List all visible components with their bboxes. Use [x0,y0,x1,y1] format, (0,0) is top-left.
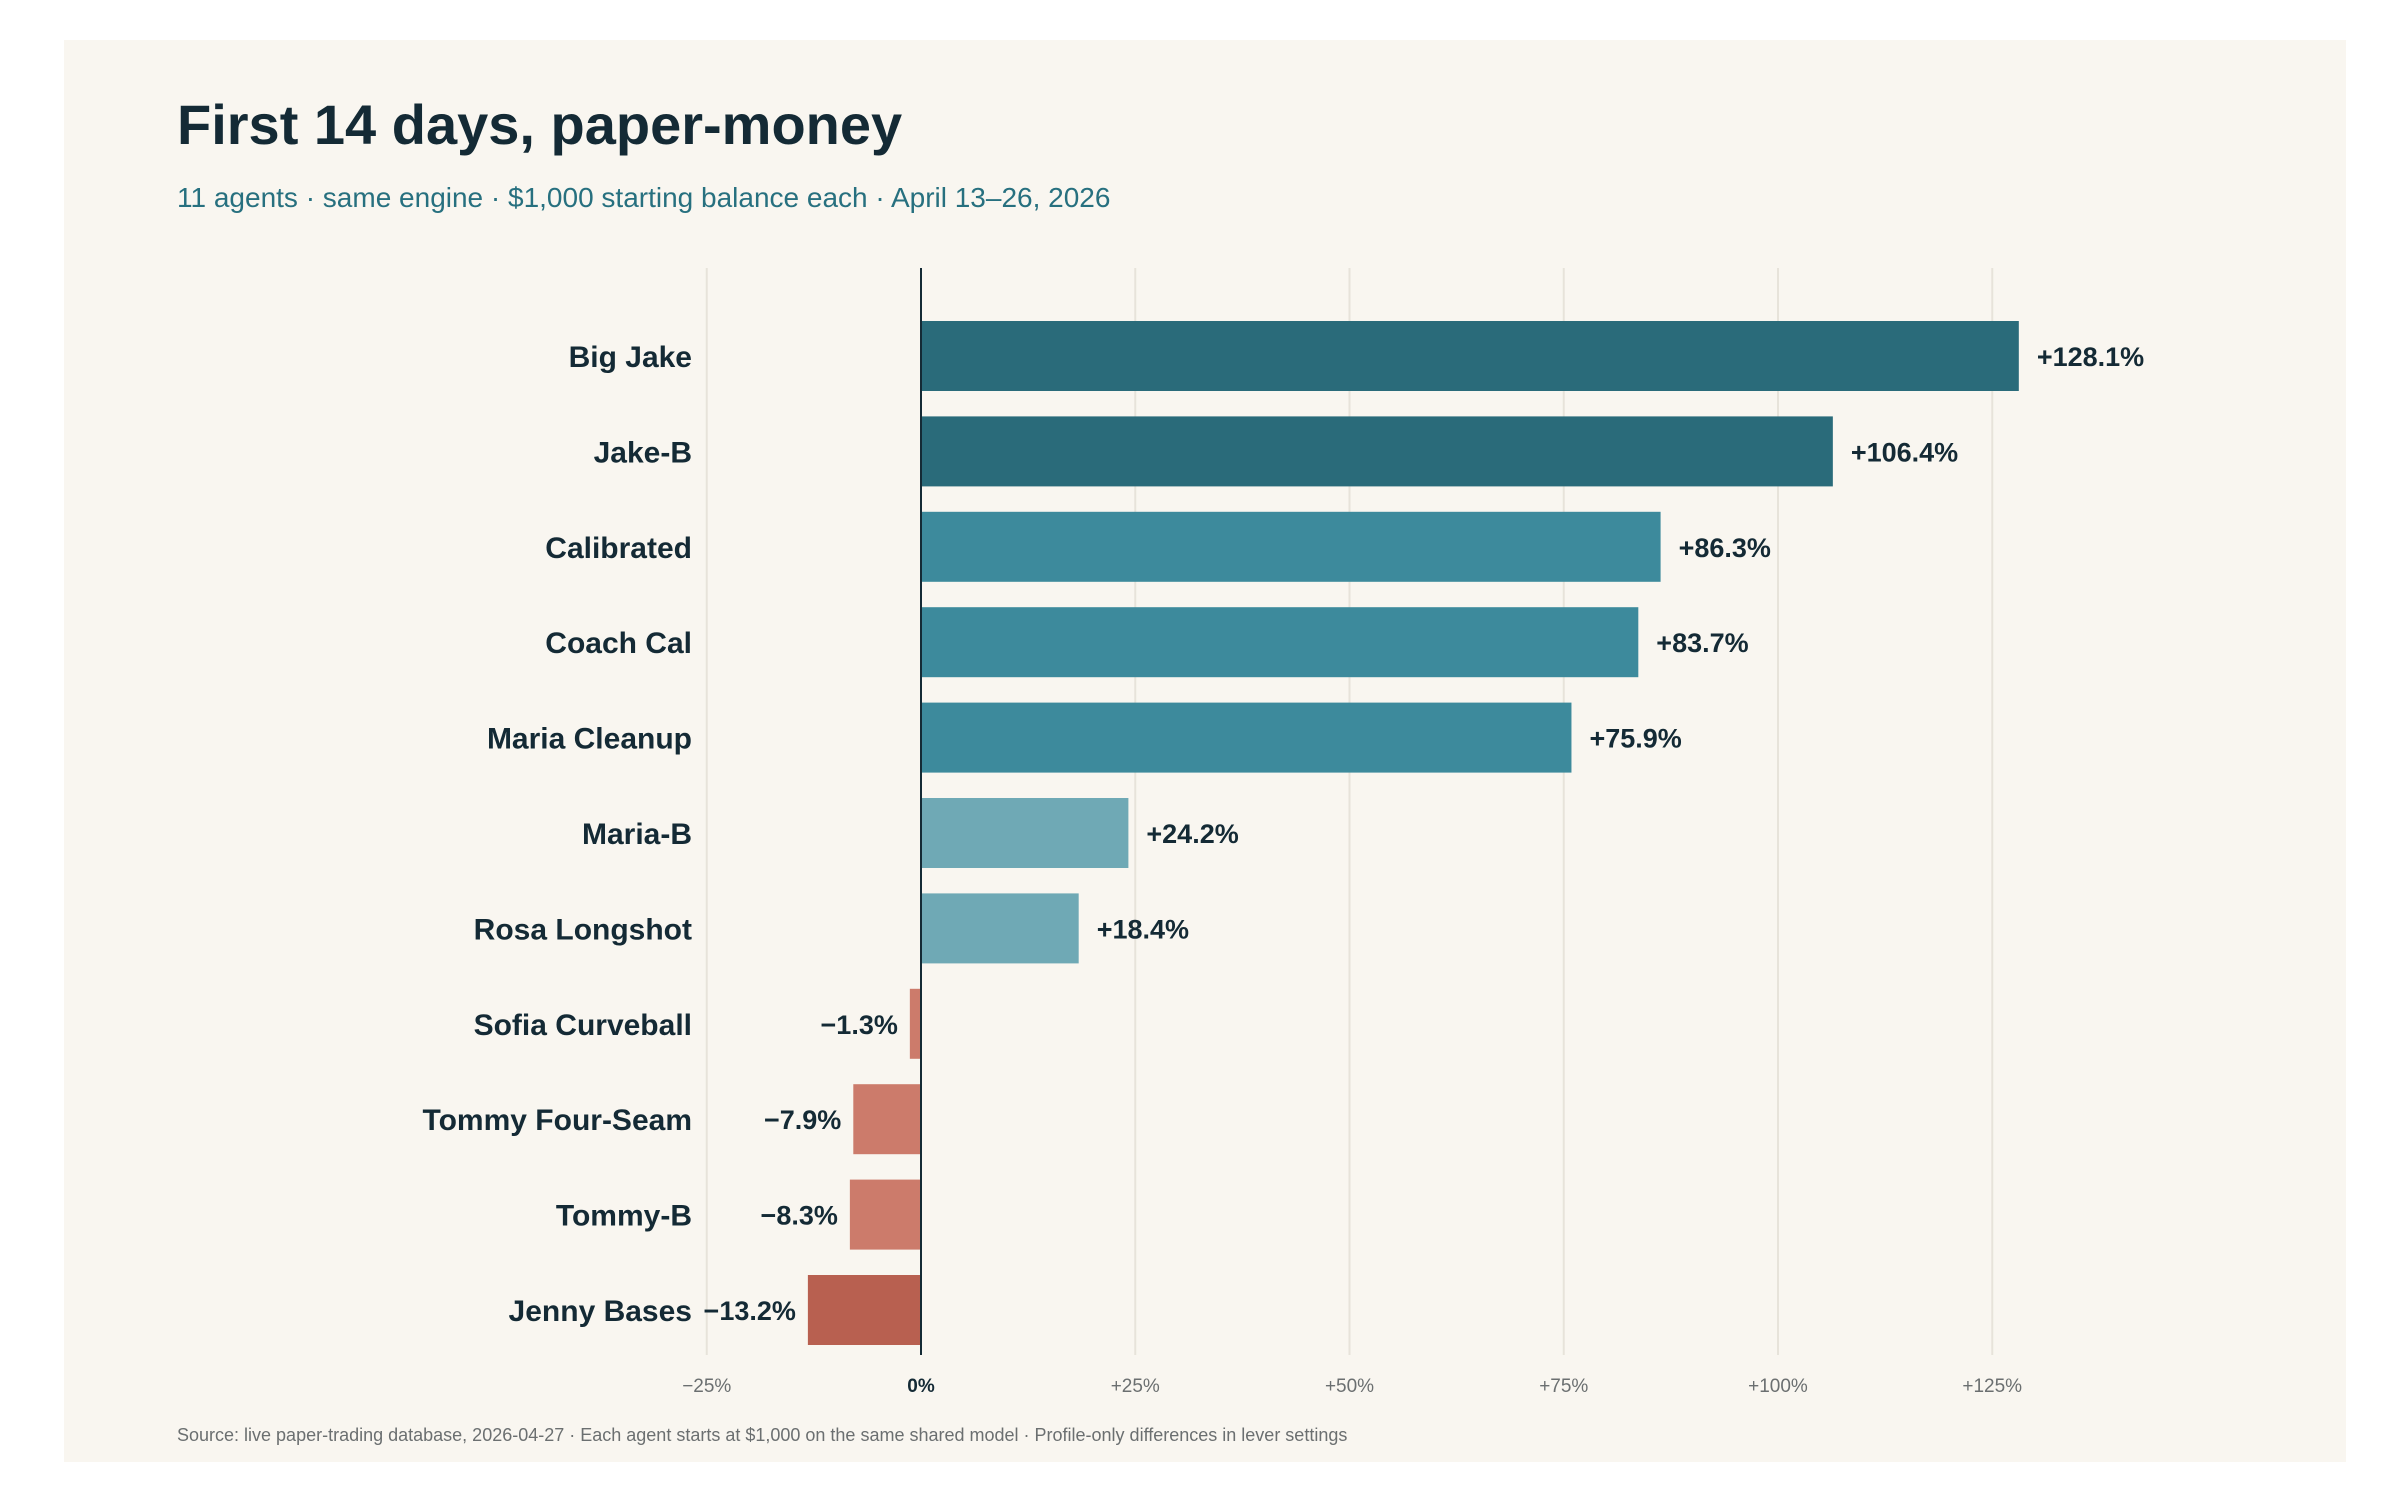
value-label: −8.3% [761,1201,838,1231]
category-label: Tommy-B [556,1200,692,1233]
x-tick-label: +125% [1962,1376,2022,1397]
x-tick-label: +25% [1111,1376,1160,1397]
bar [921,798,1129,868]
x-tick-label: −25% [682,1376,731,1397]
bar [921,702,1572,773]
category-label: Big Jake [569,341,692,374]
value-label: −1.3% [821,1010,898,1040]
x-tick-label: +75% [1539,1376,1588,1397]
x-tick-label: 0% [907,1376,935,1397]
bar [921,607,1639,678]
category-label: Jake-B [594,436,692,469]
x-tick-label: +50% [1325,1376,1374,1397]
value-label: +24.2% [1146,819,1238,849]
category-label: Sofia Curveball [474,1009,692,1042]
bar [909,988,921,1059]
category-label: Coach Cal [545,627,692,660]
value-label: +128.1% [2037,342,2144,372]
category-label: Calibrated [545,532,692,565]
bar [921,511,1661,582]
value-label: +18.4% [1097,914,1189,944]
bars [807,321,2019,1345]
category-label: Jenny Bases [509,1295,692,1328]
value-label: +83.7% [1656,628,1748,658]
x-tick-label: +100% [1748,1376,1808,1397]
value-label: +75.9% [1589,724,1681,754]
chart-subtitle: 11 agents · same engine · $1,000 startin… [177,182,1111,213]
category-label: Maria-B [582,818,692,851]
bar [921,416,1833,487]
chart-title: First 14 days, paper-money [177,93,903,156]
bar [921,321,2019,391]
category-label: Tommy Four-Seam [423,1104,693,1137]
value-label: +86.3% [1679,533,1771,563]
value-label: −13.2% [704,1296,796,1326]
value-label: −7.9% [764,1105,841,1135]
bar [807,1275,921,1345]
bar [849,1179,921,1250]
value-label: +106.4% [1851,437,1958,467]
labels: −25% 0% +25% +50% +75% +100% +125% Big Jake +128… [423,341,2145,1397]
bar [921,893,1079,964]
category-label: Rosa Longshot [474,913,692,946]
bar [853,1084,921,1155]
category-label: Maria Cleanup [487,723,692,756]
source-note: Source: live paper-trading database, 202… [177,1425,1348,1445]
